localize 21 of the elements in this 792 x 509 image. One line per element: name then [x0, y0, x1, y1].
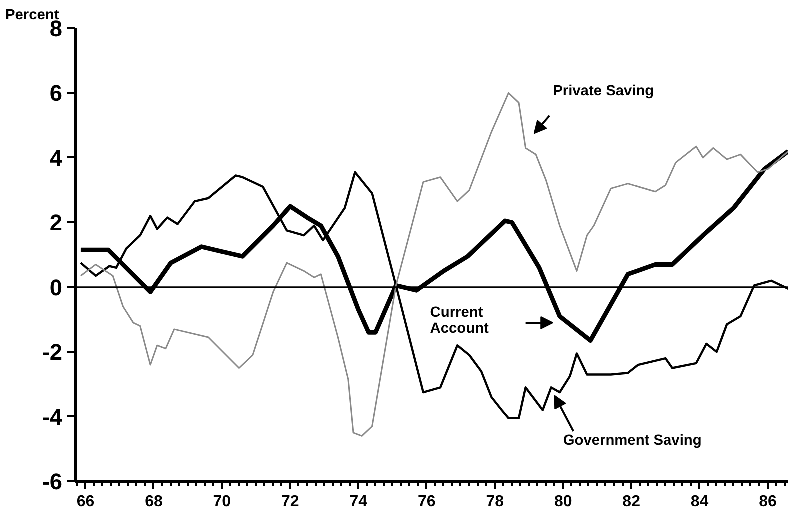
y-tick-label: 4: [50, 144, 63, 171]
x-tick-label: 74: [350, 494, 368, 509]
y-tick-label: -4: [42, 404, 63, 430]
x-tick-label: 66: [76, 494, 95, 509]
x-tick-label: 80: [554, 494, 572, 509]
x-tick-label: 72: [282, 494, 300, 509]
y-tick-label: 0: [50, 274, 63, 300]
series-label: Current Account: [430, 305, 490, 338]
y-tick-label: -2: [42, 339, 63, 366]
x-tick-label: 82: [622, 494, 641, 509]
y-tick-label: 6: [50, 80, 63, 106]
x-tick-label: 84: [690, 494, 709, 509]
text: Government Saving: [563, 432, 702, 449]
x-tick-label: 76: [418, 494, 436, 509]
y-tick-label: -6: [42, 468, 63, 494]
text: Private Saving: [553, 84, 654, 100]
x-tick-label: 68: [145, 494, 163, 509]
x-tick-label: 86: [759, 494, 778, 509]
x-tick-label: 70: [213, 494, 232, 509]
x-tick-label: 78: [486, 494, 504, 509]
y-tick-label: 2: [50, 210, 63, 236]
